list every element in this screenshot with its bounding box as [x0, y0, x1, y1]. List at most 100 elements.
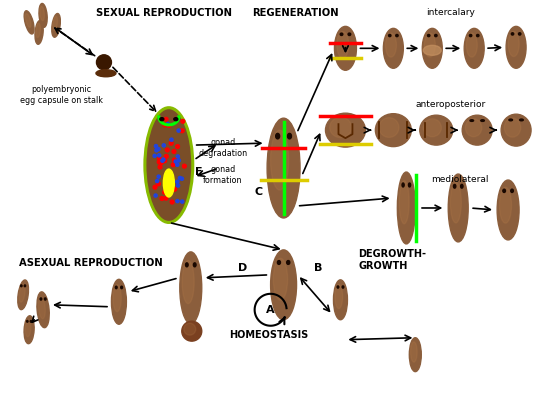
Ellipse shape	[500, 187, 511, 223]
Ellipse shape	[164, 169, 174, 197]
Ellipse shape	[462, 115, 492, 145]
Ellipse shape	[166, 122, 169, 126]
Text: D: D	[238, 263, 248, 273]
Ellipse shape	[172, 150, 176, 153]
Ellipse shape	[424, 33, 435, 57]
Ellipse shape	[185, 263, 188, 267]
Ellipse shape	[52, 14, 60, 37]
Ellipse shape	[511, 33, 514, 35]
Ellipse shape	[165, 154, 168, 158]
Ellipse shape	[111, 279, 127, 324]
Ellipse shape	[35, 20, 43, 44]
Ellipse shape	[176, 145, 179, 148]
Ellipse shape	[508, 32, 519, 57]
Ellipse shape	[162, 144, 165, 147]
Ellipse shape	[166, 185, 169, 188]
Ellipse shape	[193, 263, 196, 267]
Ellipse shape	[176, 180, 179, 183]
Ellipse shape	[469, 34, 472, 37]
Ellipse shape	[157, 157, 161, 160]
Ellipse shape	[21, 285, 22, 287]
Ellipse shape	[170, 200, 174, 204]
Ellipse shape	[333, 280, 347, 320]
Ellipse shape	[44, 298, 46, 300]
Ellipse shape	[154, 194, 157, 197]
Text: anteroposterior: anteroposterior	[415, 100, 486, 109]
Ellipse shape	[277, 261, 281, 265]
Ellipse shape	[170, 138, 173, 141]
Ellipse shape	[166, 186, 169, 189]
Text: ASEXUAL REPRODUCTION: ASEXUAL REPRODUCTION	[19, 258, 163, 268]
Ellipse shape	[163, 123, 167, 127]
Text: gonad
formation: gonad formation	[203, 165, 242, 185]
Ellipse shape	[183, 164, 186, 168]
Ellipse shape	[158, 165, 162, 169]
Ellipse shape	[157, 148, 160, 151]
Ellipse shape	[25, 14, 31, 28]
Ellipse shape	[423, 45, 441, 55]
Ellipse shape	[160, 161, 163, 165]
Ellipse shape	[519, 33, 521, 35]
Ellipse shape	[454, 184, 456, 188]
Ellipse shape	[461, 184, 463, 188]
Ellipse shape	[481, 120, 484, 121]
Ellipse shape	[506, 26, 526, 68]
Ellipse shape	[161, 159, 164, 162]
Ellipse shape	[157, 154, 161, 157]
Ellipse shape	[398, 172, 416, 244]
Ellipse shape	[184, 323, 196, 335]
Ellipse shape	[163, 159, 166, 163]
Ellipse shape	[176, 200, 179, 203]
Ellipse shape	[408, 183, 410, 187]
Ellipse shape	[180, 200, 184, 203]
Ellipse shape	[160, 118, 164, 120]
Ellipse shape	[276, 133, 279, 139]
Ellipse shape	[39, 4, 47, 27]
Ellipse shape	[27, 320, 28, 322]
Ellipse shape	[176, 155, 179, 158]
Ellipse shape	[157, 175, 160, 178]
Ellipse shape	[176, 163, 179, 166]
Ellipse shape	[165, 148, 169, 152]
Ellipse shape	[384, 28, 403, 68]
Ellipse shape	[174, 160, 178, 163]
Ellipse shape	[465, 119, 482, 137]
Ellipse shape	[24, 316, 34, 344]
Text: HOMEOSTASIS: HOMEOSTASIS	[229, 330, 308, 340]
Ellipse shape	[156, 180, 158, 183]
Text: SEXUAL REPRODUCTION: SEXUAL REPRODUCTION	[96, 8, 232, 18]
Text: polyembryonic
egg capsule on stalk: polyembryonic egg capsule on stalk	[20, 85, 102, 105]
Ellipse shape	[325, 113, 366, 147]
Ellipse shape	[180, 129, 184, 133]
Ellipse shape	[180, 177, 184, 180]
Ellipse shape	[30, 320, 31, 322]
Ellipse shape	[477, 34, 479, 37]
Ellipse shape	[501, 114, 531, 146]
Ellipse shape	[422, 28, 442, 68]
Ellipse shape	[153, 185, 157, 189]
Ellipse shape	[464, 28, 484, 68]
Ellipse shape	[40, 298, 42, 300]
Ellipse shape	[448, 174, 468, 242]
Ellipse shape	[348, 33, 351, 36]
Text: B: B	[314, 263, 323, 273]
Text: DEGROWTH-
GROWTH: DEGROWTH- GROWTH	[358, 249, 426, 271]
Ellipse shape	[396, 34, 398, 37]
Ellipse shape	[155, 149, 158, 152]
Ellipse shape	[182, 321, 202, 341]
Ellipse shape	[337, 32, 349, 58]
Ellipse shape	[399, 181, 409, 224]
Ellipse shape	[24, 285, 26, 287]
Ellipse shape	[270, 250, 297, 320]
Ellipse shape	[24, 11, 34, 34]
Text: gonad
degradation: gonad degradation	[198, 138, 248, 158]
Ellipse shape	[410, 342, 417, 362]
Ellipse shape	[178, 176, 181, 180]
Ellipse shape	[153, 154, 156, 158]
Ellipse shape	[25, 320, 31, 337]
Ellipse shape	[342, 286, 344, 288]
Ellipse shape	[497, 180, 519, 240]
Ellipse shape	[182, 261, 194, 304]
Ellipse shape	[504, 118, 521, 137]
Ellipse shape	[96, 70, 116, 77]
